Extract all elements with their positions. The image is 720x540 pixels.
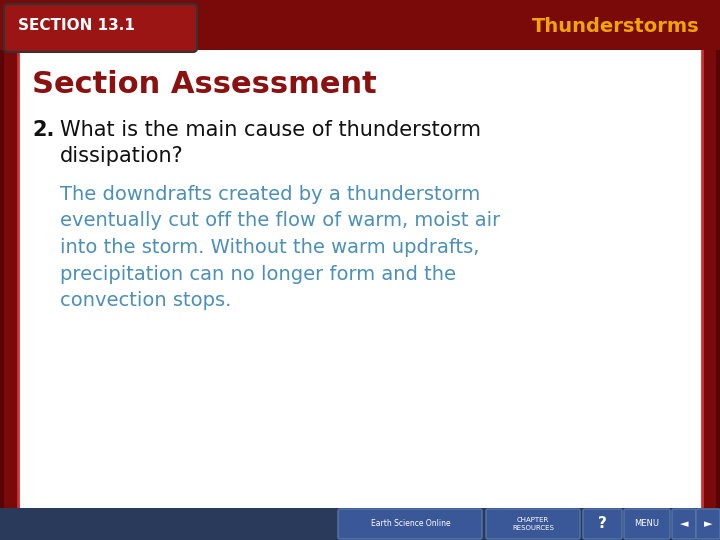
Text: CHAPTER
RESOURCES: CHAPTER RESOURCES	[512, 517, 554, 530]
Text: The downdrafts created by a thunderstorm
eventually cut off the flow of warm, mo: The downdrafts created by a thunderstorm…	[60, 185, 500, 310]
Text: Thunderstorms: Thunderstorms	[532, 17, 700, 36]
Text: ?: ?	[598, 516, 606, 531]
FancyBboxPatch shape	[583, 509, 622, 539]
Text: What is the main cause of thunderstorm
dissipation?: What is the main cause of thunderstorm d…	[60, 120, 481, 166]
Bar	[0, 0, 720, 50]
Text: Earth Science Online: Earth Science Online	[372, 519, 451, 529]
FancyBboxPatch shape	[624, 509, 670, 539]
Bar	[0, 508, 720, 540]
Text: ◄: ◄	[680, 519, 688, 529]
FancyBboxPatch shape	[4, 4, 197, 52]
Text: ►: ►	[703, 519, 712, 529]
FancyBboxPatch shape	[672, 509, 696, 539]
FancyBboxPatch shape	[18, 44, 702, 512]
FancyBboxPatch shape	[338, 509, 482, 539]
Text: MENU: MENU	[634, 519, 660, 529]
FancyBboxPatch shape	[696, 509, 720, 539]
Text: Section Assessment: Section Assessment	[32, 70, 377, 99]
Text: 2.: 2.	[32, 120, 55, 140]
FancyBboxPatch shape	[486, 509, 580, 539]
Text: SECTION 13.1: SECTION 13.1	[18, 18, 135, 33]
